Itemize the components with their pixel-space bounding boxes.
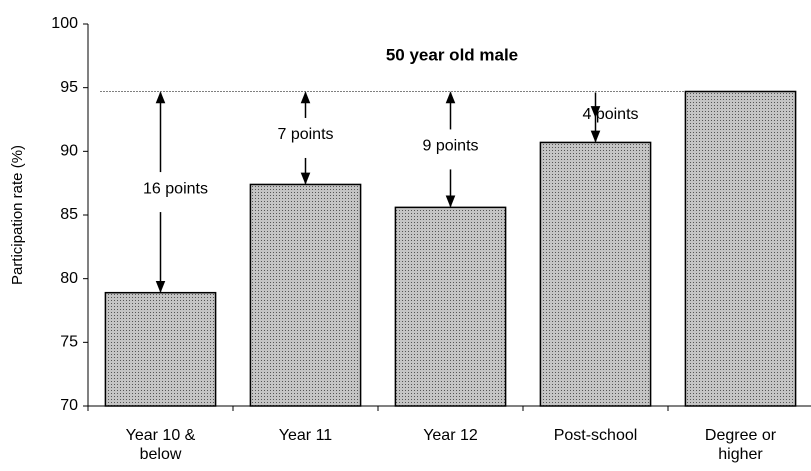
- chart-title: 50 year old male: [386, 45, 518, 64]
- x-tick-label: Post-school: [553, 427, 638, 444]
- y-tick-label: 85: [60, 206, 78, 223]
- bar: [684, 90, 797, 407]
- y-tick-label: 90: [60, 143, 78, 160]
- bar: [394, 206, 507, 407]
- y-tick-label: 80: [60, 270, 78, 287]
- bar: [539, 141, 652, 407]
- annotation: 4 points: [582, 106, 638, 123]
- y-tick-label: 75: [60, 334, 78, 351]
- x-tick-label: Year 12: [423, 427, 478, 444]
- bar: [249, 183, 362, 407]
- y-tick-label: 70: [60, 397, 78, 414]
- x-tick-label: Year 11: [278, 427, 333, 444]
- annotation: 7 points: [277, 126, 333, 143]
- annotation: 9 points: [422, 138, 478, 155]
- x-tick-label: Degree or higher: [704, 427, 777, 463]
- y-tick-label: 95: [60, 79, 78, 96]
- x-tick-label: Year 10 & below: [125, 427, 196, 463]
- annotation: 16 points: [143, 180, 208, 197]
- y-tick-label: 100: [51, 15, 78, 32]
- y-axis-label: Participation rate (%): [9, 145, 26, 285]
- bar: [104, 291, 217, 407]
